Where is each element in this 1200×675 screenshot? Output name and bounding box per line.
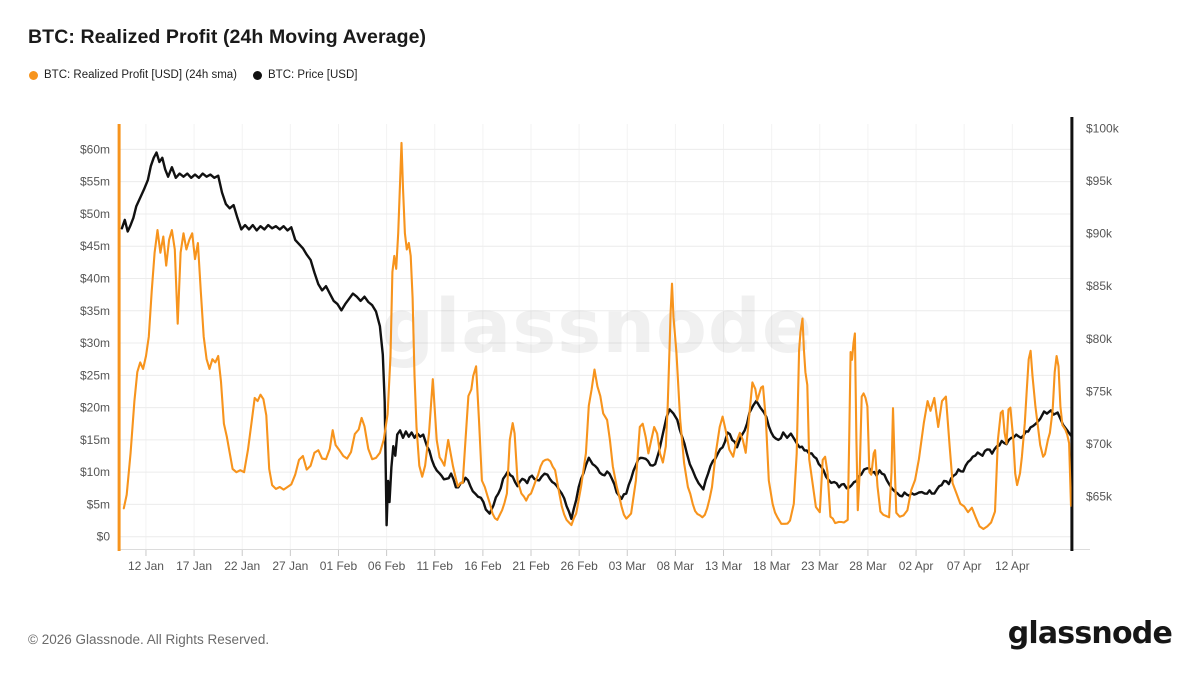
price-line: [120, 151, 1072, 527]
x-tick-label: 01 Feb: [320, 559, 358, 573]
left-axis-tick-label: $45m: [80, 239, 110, 253]
right-axis-tick-label: $75k: [1086, 384, 1113, 398]
x-tick-label: 13 Mar: [705, 559, 742, 573]
left-axis-tick-label: $30m: [80, 336, 110, 350]
x-tick-label: 06 Feb: [368, 559, 406, 573]
right-axis-tick-label: $70k: [1086, 437, 1113, 451]
x-tick-label: 12 Apr: [995, 559, 1030, 573]
left-axis-tick-label: $20m: [80, 401, 110, 415]
left-axis-tick-label: $40m: [80, 272, 110, 286]
chart-legend: BTC: Realized Profit [USD] (24h sma) BTC…: [29, 69, 357, 81]
legend-item-realized-profit[interactable]: BTC: Realized Profit [USD] (24h sma): [29, 69, 237, 81]
left-axis-tick-label: $10m: [80, 465, 110, 479]
copyright-text: © 2026 Glassnode. All Rights Reserved.: [28, 632, 270, 647]
x-tick-label: 11 Feb: [417, 559, 454, 573]
left-axis-tick-label: $0: [97, 530, 111, 544]
left-axis-tick-label: $50m: [80, 207, 110, 221]
x-tick-label: 03 Mar: [609, 559, 646, 573]
left-axis-bar: [117, 124, 121, 551]
x-tick-label: 07 Apr: [947, 559, 982, 573]
x-tick-label: 28 Mar: [849, 559, 886, 573]
x-tick-label: 12 Jan: [128, 559, 164, 573]
right-axis-tick-label: $85k: [1086, 279, 1113, 293]
glassnode-logo: glassnode: [1007, 616, 1173, 651]
right-axis-bar: [1070, 117, 1074, 551]
x-tick-label: 26 Feb: [560, 559, 598, 573]
right-axis-tick-label: $90k: [1086, 227, 1113, 241]
right-axis-tick-label: $95k: [1086, 174, 1113, 188]
left-axis-tick-label: $55m: [80, 175, 110, 189]
x-tick-label: 27 Jan: [272, 559, 308, 573]
page-title: BTC: Realized Profit (24h Moving Average…: [28, 26, 427, 48]
left-axis-tick-label: $5m: [87, 497, 110, 511]
x-tick-label: 23 Mar: [801, 559, 838, 573]
x-tick-label: 21 Feb: [512, 559, 550, 573]
x-tick-label: 16 Feb: [464, 559, 502, 573]
legend-label-price: BTC: Price [USD]: [268, 69, 358, 81]
right-axis-tick-label: $80k: [1086, 332, 1113, 346]
realized-profit-line: [122, 141, 1072, 531]
x-tick-label: 08 Mar: [657, 559, 694, 573]
x-tick-label: 22 Jan: [224, 559, 260, 573]
x-tick-label: 17 Jan: [176, 559, 212, 573]
legend-swatch-black-icon: [253, 70, 263, 80]
legend-swatch-orange-icon: [29, 70, 38, 80]
left-axis-tick-label: $25m: [80, 368, 110, 382]
x-tick-label: 18 Mar: [753, 559, 790, 573]
left-axis-tick-label: $15m: [80, 433, 110, 447]
legend-label-realized-profit: BTC: Realized Profit [USD] (24h sma): [44, 69, 238, 81]
left-axis-tick-label: $60m: [80, 142, 110, 156]
right-axis-tick-label: $100k: [1086, 121, 1120, 135]
x-tick-label: 02 Apr: [899, 559, 934, 573]
right-axis-tick-label: $65k: [1086, 490, 1113, 504]
legend-item-price[interactable]: BTC: Price [USD]: [253, 69, 357, 81]
watermark-text: glassnode: [381, 284, 813, 370]
left-axis-tick-label: $35m: [80, 304, 110, 318]
